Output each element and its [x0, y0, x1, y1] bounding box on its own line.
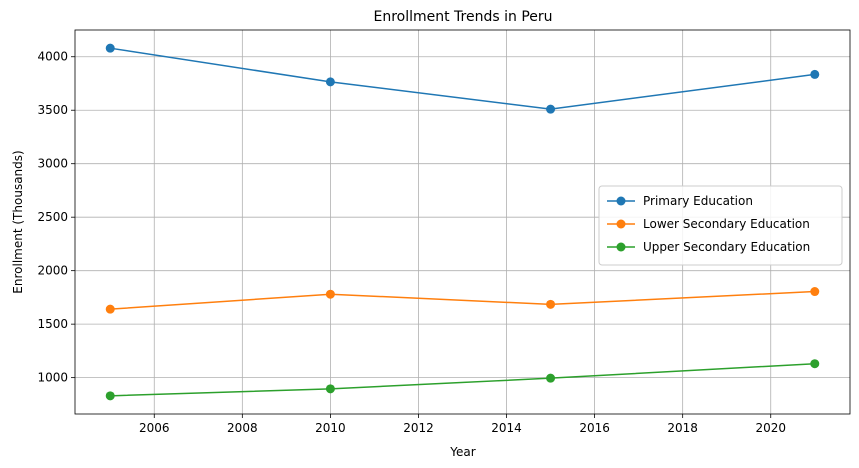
- legend-marker: [616, 242, 626, 252]
- legend-label: Upper Secondary Education: [643, 240, 810, 254]
- data-point: [546, 104, 556, 114]
- data-point: [105, 304, 115, 314]
- x-tick-label: 2006: [139, 421, 170, 435]
- legend-marker: [616, 196, 626, 206]
- legend-box: [598, 185, 843, 266]
- y-tick-label: 2500: [37, 210, 68, 224]
- x-tick-label: 2016: [579, 421, 610, 435]
- legend: Primary Education Lower Secondary Educati…: [598, 185, 843, 266]
- series-line: [110, 362, 815, 397]
- y-tick-label: 1500: [37, 317, 68, 331]
- chart-title: Enrollment Trends in Peru: [373, 9, 552, 25]
- series-layer: [105, 43, 820, 401]
- axes: 2006 2008 2010 2012 2014 2016 2018 2020 1000 1500…: [37, 29, 851, 435]
- y-tick-label: 2000: [37, 264, 68, 278]
- series-line: [110, 290, 815, 310]
- data-point: [810, 287, 820, 297]
- y-axis-label: Enrollment (Thousands): [11, 150, 25, 293]
- y-tick-label: 1000: [37, 371, 68, 385]
- data-point: [325, 289, 335, 299]
- y-tick-label: 3500: [37, 103, 68, 117]
- data-point: [325, 77, 335, 87]
- legend-label: Primary Education: [643, 194, 753, 208]
- series-line: [110, 47, 815, 110]
- axes-frame: [74, 29, 851, 415]
- y-tick-label: 4000: [37, 50, 68, 64]
- data-point: [105, 43, 115, 53]
- legend-marker: [616, 219, 626, 229]
- x-tick-label: 2020: [755, 421, 786, 435]
- x-axis-label: Year: [449, 445, 475, 459]
- x-tick-label: 2018: [667, 421, 698, 435]
- data-point: [325, 384, 335, 394]
- data-point: [546, 373, 556, 383]
- x-tick-label: 2014: [491, 421, 522, 435]
- legend-label: Lower Secondary Education: [643, 217, 810, 231]
- data-point: [546, 299, 556, 309]
- x-tick-label: 2008: [227, 421, 258, 435]
- y-tick-label: 3000: [37, 157, 68, 171]
- data-point: [105, 391, 115, 401]
- x-tick-label: 2012: [403, 421, 434, 435]
- data-point: [810, 359, 820, 369]
- data-point: [810, 69, 820, 79]
- x-tick-label: 2010: [315, 421, 346, 435]
